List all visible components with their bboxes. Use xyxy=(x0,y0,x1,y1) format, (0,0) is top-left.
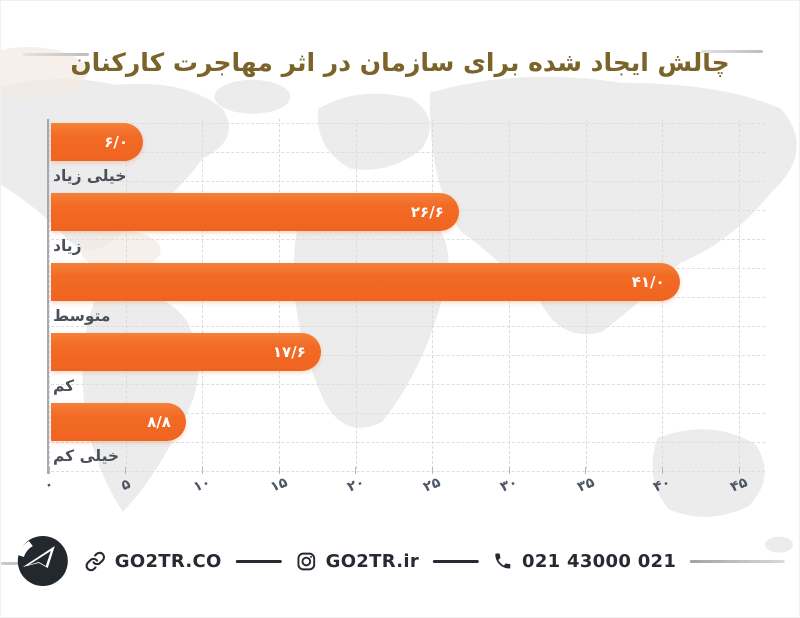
bar-value-label: ۱۷/۶ xyxy=(272,343,306,361)
x-axis-tick xyxy=(355,467,357,474)
website-label[interactable]: GO2TR.CO xyxy=(114,550,222,572)
phone-item[interactable]: 021 43000 021 xyxy=(493,551,676,572)
x-axis-tick xyxy=(48,467,50,474)
instagram-item[interactable]: GO2TR.ir xyxy=(296,551,419,572)
bar-3[interactable]: ۴۱/۰ xyxy=(51,263,680,301)
footer-separator xyxy=(235,559,282,563)
x-axis-tick-label: ۱۰ xyxy=(191,474,214,496)
category-label: خیلی کم xyxy=(53,447,120,465)
bar-value-label: ۲۶/۶ xyxy=(410,203,444,221)
footer-row: GO2TR.CO GO2TR.ir 021 43000 021 xyxy=(15,529,786,593)
x-axis-tick-label: ۴۵ xyxy=(728,474,750,496)
x-axis-tick-label: ۱۵ xyxy=(268,474,290,496)
bar-chart: ۰ ۵ ۱۰ ۱۵ ۲۰ ۲۵ ۳۰ ۳۵ ۴۰ ۴۵ ۶/۰ خیلی زیاد ۲۶/۶ زیاد ۴۱… xyxy=(42,119,769,519)
bar-4[interactable]: ۱۷/۶ xyxy=(51,333,321,371)
x-axis-tick xyxy=(278,467,280,474)
gridline-horizontal xyxy=(51,384,765,385)
gridline-horizontal xyxy=(51,123,765,124)
title-row: چالش ایجاد شده برای سازمان در اثر مهاجرت… xyxy=(1,31,799,77)
page-title: چالش ایجاد شده برای سازمان در اثر مهاجرت… xyxy=(70,47,730,77)
category-label: خیلی زیاد xyxy=(53,167,127,185)
bar-value-label: ۸/۸ xyxy=(147,413,171,431)
x-axis-tick xyxy=(585,467,587,474)
x-axis-tick xyxy=(125,467,127,474)
x-axis-tick-label: ۳۰ xyxy=(498,474,520,496)
footer-right-dash xyxy=(690,559,786,563)
y-axis-line xyxy=(47,119,49,474)
x-axis-tick xyxy=(661,467,663,474)
x-axis-tick xyxy=(201,467,203,474)
gridline-vertical xyxy=(739,119,740,469)
bar-1[interactable]: ۶/۰ xyxy=(51,123,143,161)
title-right-dash xyxy=(701,50,763,53)
instagram-icon xyxy=(297,552,315,570)
footer: GO2TR.CO GO2TR.ir 021 43000 021 xyxy=(1,529,799,593)
bar-2[interactable]: ۲۶/۶ xyxy=(51,193,459,231)
bar-5[interactable]: ۸/۸ xyxy=(51,403,186,441)
gridline-horizontal xyxy=(51,413,765,414)
go2tr-logo-icon xyxy=(17,536,68,586)
gridline-horizontal xyxy=(51,152,765,153)
title-left-dash xyxy=(23,53,89,56)
instagram-label[interactable]: GO2TR.ir xyxy=(325,550,419,572)
gridline-vertical xyxy=(49,119,50,469)
x-axis-tick-label: ۵ xyxy=(118,475,133,495)
x-axis-tick-label: ۳۵ xyxy=(574,474,597,496)
x-axis-tick-label: ۴۰ xyxy=(651,474,674,496)
link-icon xyxy=(85,551,106,571)
gridline-horizontal xyxy=(51,181,765,182)
category-label: زیاد xyxy=(53,237,82,255)
x-axis-tick xyxy=(508,467,510,474)
x-axis-tick-label: ۲۰ xyxy=(344,474,367,496)
x-axis-tick xyxy=(431,467,433,474)
bar-value-label: ۴۱/۰ xyxy=(631,273,665,291)
gridline-horizontal xyxy=(51,355,765,356)
website-item[interactable]: GO2TR.CO xyxy=(85,551,222,572)
footer-separator xyxy=(432,559,479,563)
category-label: کم xyxy=(53,377,75,395)
gridline-horizontal xyxy=(51,442,765,443)
category-label: متوسط xyxy=(53,307,111,325)
x-axis-tick xyxy=(738,467,740,474)
gridline-horizontal xyxy=(51,471,765,472)
phone-icon xyxy=(495,553,511,569)
gridline-horizontal xyxy=(51,239,765,240)
gridline-horizontal xyxy=(51,326,765,327)
bar-value-label: ۶/۰ xyxy=(104,133,128,151)
x-axis-tick-label: ۲۵ xyxy=(421,474,444,496)
phone-label[interactable]: 021 43000 021 xyxy=(521,550,677,572)
